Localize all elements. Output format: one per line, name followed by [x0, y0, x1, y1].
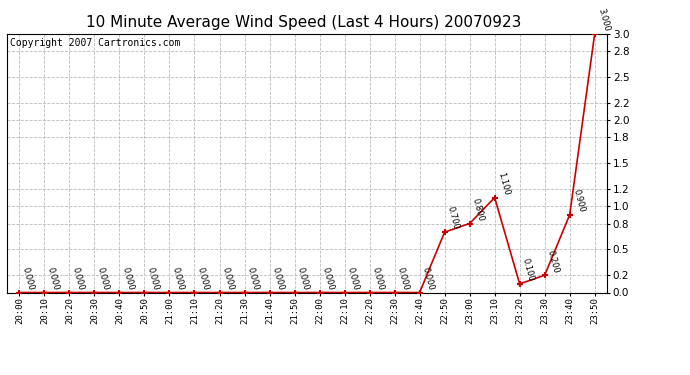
Text: 0.000: 0.000 — [71, 266, 86, 291]
Text: 0.000: 0.000 — [346, 266, 361, 291]
Text: 0.000: 0.000 — [371, 266, 386, 291]
Text: 0.000: 0.000 — [271, 266, 286, 291]
Text: 0.000: 0.000 — [421, 266, 436, 291]
Text: 0.000: 0.000 — [396, 266, 411, 291]
Text: 0.000: 0.000 — [121, 266, 136, 291]
Text: 0.000: 0.000 — [221, 266, 236, 291]
Text: 1.100: 1.100 — [496, 171, 511, 196]
Text: Copyright 2007 Cartronics.com: Copyright 2007 Cartronics.com — [10, 38, 180, 48]
Text: 0.000: 0.000 — [21, 266, 36, 291]
Text: 0.000: 0.000 — [196, 266, 210, 291]
Text: 0.800: 0.800 — [471, 197, 486, 222]
Text: 0.000: 0.000 — [296, 266, 310, 291]
Text: 0.000: 0.000 — [246, 266, 261, 291]
Text: 0.700: 0.700 — [446, 206, 461, 231]
Text: 0.200: 0.200 — [546, 249, 561, 274]
Text: 10 Minute Average Wind Speed (Last 4 Hours) 20070923: 10 Minute Average Wind Speed (Last 4 Hou… — [86, 15, 521, 30]
Text: 3.000: 3.000 — [596, 7, 611, 32]
Text: 0.100: 0.100 — [521, 257, 536, 282]
Text: 0.900: 0.900 — [571, 188, 586, 213]
Text: 0.000: 0.000 — [146, 266, 161, 291]
Text: 0.000: 0.000 — [171, 266, 186, 291]
Text: 0.000: 0.000 — [321, 266, 336, 291]
Text: 0.000: 0.000 — [46, 266, 61, 291]
Text: 0.000: 0.000 — [96, 266, 110, 291]
